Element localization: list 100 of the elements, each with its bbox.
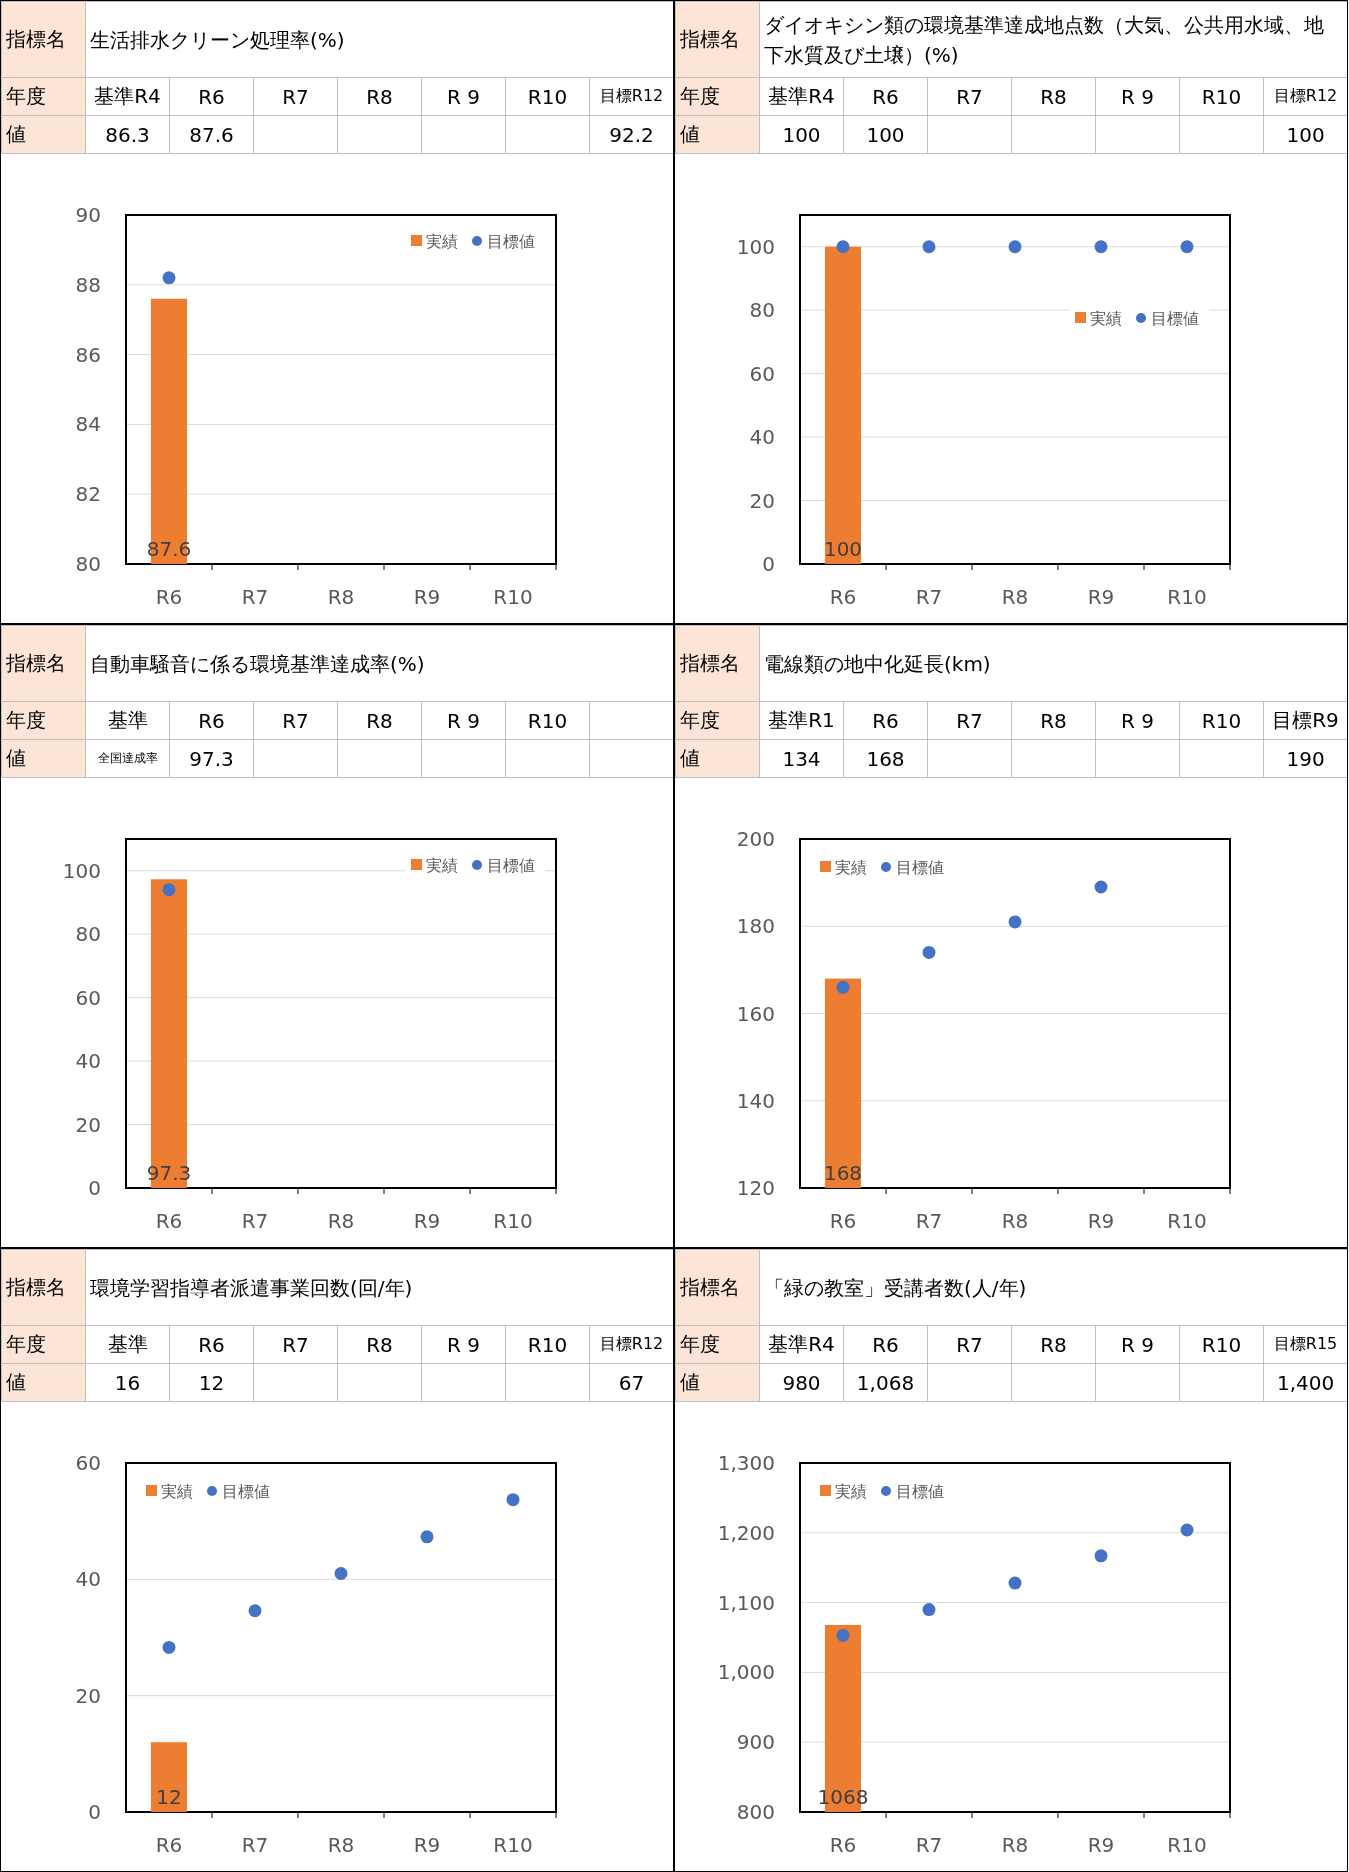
text: R8 bbox=[337, 701, 422, 740]
text: 年度 bbox=[675, 701, 760, 740]
text: R10 bbox=[1179, 1325, 1264, 1364]
y-tick-label: 80 bbox=[749, 298, 775, 323]
x-tick-label: R8 bbox=[327, 1833, 355, 1857]
text: R10 bbox=[505, 701, 590, 740]
text: 値 bbox=[1, 1363, 86, 1402]
x-tick-label: R7 bbox=[915, 585, 943, 609]
text: R6 bbox=[843, 77, 928, 116]
y-tick-label: 0 bbox=[88, 1800, 101, 1824]
text: R6 bbox=[169, 1325, 254, 1364]
chart-title: 環境学習指導者派遣事業回数(回/年) bbox=[85, 1249, 674, 1326]
point bbox=[420, 1530, 434, 1544]
text: 基準 bbox=[85, 1325, 170, 1364]
text: 指標名 bbox=[1, 625, 86, 702]
legend-label: 目標値 bbox=[222, 1482, 270, 1501]
x-tick-label: R10 bbox=[493, 585, 533, 609]
x-tick-label: R8 bbox=[1001, 1209, 1029, 1233]
y-tick-label: 40 bbox=[75, 1567, 101, 1592]
x-tick-label: R10 bbox=[1167, 1209, 1207, 1233]
point bbox=[506, 1493, 520, 1507]
text: R10 bbox=[1179, 701, 1264, 740]
chart-title: ダイオキシン類の環境基準達成地点数（大気、公共用水域、地下水質及び土壌）(%) bbox=[759, 1, 1348, 78]
x-tick-label: R6 bbox=[155, 1833, 183, 1857]
text: 年度 bbox=[1, 1325, 86, 1364]
text: 値 bbox=[1, 739, 86, 778]
x-tick-label: R9 bbox=[1087, 1833, 1115, 1857]
text: 1,068 bbox=[843, 1363, 928, 1402]
y-tick-label: 180 bbox=[736, 914, 775, 939]
legend-label: 実績 bbox=[1090, 309, 1122, 328]
legend-label: 実績 bbox=[161, 1482, 193, 1501]
text: R8 bbox=[1011, 77, 1096, 116]
text: 16 bbox=[85, 1363, 170, 1402]
point bbox=[922, 1603, 936, 1617]
text: R8 bbox=[337, 77, 422, 116]
y-tick-label: 100 bbox=[62, 858, 101, 883]
y-tick-label: 100 bbox=[736, 234, 775, 259]
text: 指標名 bbox=[675, 625, 760, 702]
text: R 9 bbox=[1095, 1325, 1180, 1364]
text: R6 bbox=[169, 77, 254, 116]
text: 87.6 bbox=[169, 115, 254, 154]
text: R10 bbox=[505, 1325, 590, 1364]
text: 134 bbox=[759, 739, 844, 778]
chart-title: 自動車騒音に係る環境基準達成率(%) bbox=[85, 625, 674, 702]
y-tick-label: 1,100 bbox=[717, 1590, 775, 1615]
x-tick-label: R7 bbox=[241, 585, 269, 609]
text: 12 bbox=[169, 1363, 254, 1402]
y-tick-label: 200 bbox=[736, 827, 775, 851]
x-tick-label: R7 bbox=[915, 1833, 943, 1857]
x-tick-label: R8 bbox=[327, 1209, 355, 1233]
y-tick-label: 82 bbox=[75, 482, 101, 507]
text: 基準 bbox=[85, 701, 170, 740]
chart-title: 「緑の教室」受講者数(人/年) bbox=[759, 1249, 1348, 1326]
text: 92.2 bbox=[589, 115, 674, 154]
x-tick-label: R6 bbox=[155, 585, 183, 609]
x-tick-label: R8 bbox=[1001, 585, 1029, 609]
text: R7 bbox=[253, 701, 338, 740]
text: R10 bbox=[1179, 77, 1264, 116]
x-tick-label: R6 bbox=[829, 1209, 857, 1233]
y-tick-label: 120 bbox=[736, 1176, 775, 1200]
point bbox=[162, 1640, 176, 1654]
text: R7 bbox=[927, 701, 1012, 740]
text: R 9 bbox=[421, 1325, 506, 1364]
x-tick-label: R9 bbox=[413, 585, 441, 609]
y-tick-label: 20 bbox=[749, 488, 775, 513]
legend-label: 目標値 bbox=[487, 856, 535, 875]
legend-label: 目標値 bbox=[896, 858, 944, 877]
text: 指標名 bbox=[1, 1, 86, 78]
text: 100 bbox=[843, 115, 928, 154]
text: R7 bbox=[927, 1325, 1012, 1364]
text: 値 bbox=[675, 739, 760, 778]
text: R7 bbox=[253, 1325, 338, 1364]
x-tick-label: R10 bbox=[1167, 585, 1207, 609]
text: 基準R4 bbox=[759, 77, 844, 116]
text: 目標R12 bbox=[1263, 77, 1348, 116]
text: 基準R1 bbox=[759, 701, 844, 740]
x-tick-label: R7 bbox=[241, 1833, 269, 1857]
text: R7 bbox=[927, 77, 1012, 116]
text: 全国達成率 bbox=[85, 739, 170, 778]
x-tick-label: R10 bbox=[493, 1833, 533, 1857]
point bbox=[1008, 915, 1022, 929]
y-tick-label: 1,200 bbox=[717, 1520, 775, 1545]
chart-title: 電線類の地中化延長(km) bbox=[759, 625, 1348, 702]
y-tick-label: 84 bbox=[75, 412, 101, 437]
point bbox=[1094, 880, 1108, 894]
point bbox=[1008, 1576, 1022, 1590]
text: 目標R9 bbox=[1263, 701, 1348, 740]
text: 値 bbox=[1, 115, 86, 154]
text: R10 bbox=[505, 77, 590, 116]
text: 指標名 bbox=[1, 1249, 86, 1326]
text: 980 bbox=[759, 1363, 844, 1402]
y-tick-label: 88 bbox=[75, 272, 101, 297]
x-tick-label: R8 bbox=[1001, 1833, 1029, 1857]
text: 1,400 bbox=[1263, 1363, 1348, 1402]
x-tick-label: R9 bbox=[1087, 585, 1115, 609]
point bbox=[1094, 1549, 1108, 1563]
y-tick-label: 60 bbox=[749, 361, 775, 386]
data-label: 12 bbox=[156, 1785, 182, 1809]
text: 目標R15 bbox=[1263, 1325, 1348, 1364]
point bbox=[836, 1628, 850, 1642]
